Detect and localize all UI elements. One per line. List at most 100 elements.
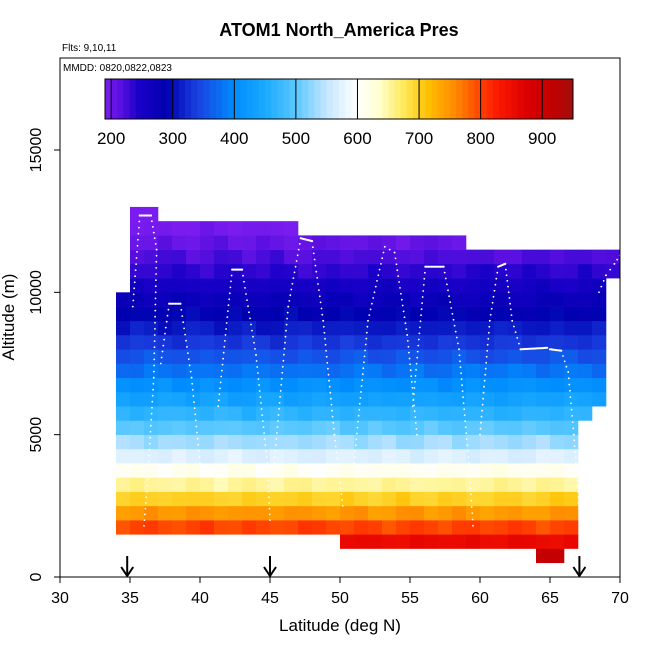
heatmap-cell bbox=[382, 263, 397, 279]
flight-track-point bbox=[141, 214, 145, 217]
heatmap-cell bbox=[270, 363, 285, 379]
flight-track-point bbox=[330, 397, 332, 400]
colorbar-swatch bbox=[394, 79, 401, 119]
heatmap-cell bbox=[214, 491, 229, 507]
flight-track-point bbox=[563, 360, 566, 363]
flight-track-point bbox=[265, 450, 267, 452]
heatmap-cell bbox=[242, 249, 257, 265]
flight-track-point bbox=[482, 397, 484, 400]
heatmap-cell bbox=[130, 406, 145, 421]
flight-track-point bbox=[397, 275, 400, 277]
heatmap-cell bbox=[256, 520, 271, 535]
flight-track-point bbox=[322, 319, 325, 322]
heatmap-cell bbox=[368, 363, 383, 379]
heatmap-cell bbox=[186, 505, 201, 521]
heatmap-cell bbox=[578, 349, 593, 364]
flight-track-point bbox=[193, 401, 195, 403]
flight-track-point bbox=[263, 438, 266, 440]
heatmap-cell bbox=[158, 249, 173, 265]
heatmap-cell bbox=[200, 491, 215, 507]
flight-track-point bbox=[575, 462, 577, 464]
flight-track-point bbox=[410, 381, 413, 383]
heatmap-cell bbox=[270, 349, 285, 364]
heatmap-cell bbox=[522, 278, 537, 293]
heatmap-cell bbox=[214, 377, 229, 393]
heatmap-cell bbox=[270, 463, 285, 478]
heatmap-cell bbox=[452, 249, 467, 265]
heatmap-cell bbox=[228, 434, 243, 450]
flight-track-point bbox=[413, 410, 416, 413]
heatmap-cell bbox=[256, 292, 271, 307]
heatmap-cell bbox=[382, 292, 397, 307]
flight-track-point bbox=[399, 287, 401, 289]
heatmap-cell bbox=[312, 263, 327, 279]
heatmap-cell bbox=[116, 363, 131, 379]
flight-track-point bbox=[248, 311, 250, 314]
flight-track-point bbox=[244, 287, 246, 289]
flight-track-point bbox=[329, 391, 332, 394]
heatmap-cell bbox=[200, 477, 215, 492]
heatmap-cell bbox=[438, 520, 453, 535]
heatmap-cell bbox=[452, 505, 467, 521]
heatmap-cell bbox=[242, 235, 257, 250]
flight-track-point bbox=[134, 275, 137, 278]
heatmap-cell bbox=[256, 434, 271, 450]
heatmap-cell bbox=[186, 434, 201, 450]
colorbar-tick-label: 200 bbox=[97, 129, 125, 148]
heatmap-cell bbox=[340, 505, 355, 521]
flight-track-point bbox=[574, 450, 576, 453]
heatmap-cell bbox=[480, 477, 495, 492]
flight-track-point bbox=[574, 456, 577, 459]
heatmap-cell bbox=[326, 520, 341, 535]
heatmap-cell bbox=[256, 335, 271, 350]
heatmap-cell bbox=[452, 420, 467, 435]
heatmap-cell bbox=[382, 448, 397, 464]
heatmap-cell bbox=[130, 434, 145, 450]
heatmap-cell bbox=[382, 235, 397, 250]
flight-track-point bbox=[277, 420, 279, 422]
heatmap-cell bbox=[396, 505, 411, 521]
flight-track-point bbox=[575, 473, 578, 476]
heatmap-cell bbox=[382, 391, 397, 407]
flight-track-point bbox=[609, 268, 612, 271]
heatmap-cell bbox=[522, 477, 537, 492]
flight-track-point bbox=[251, 329, 253, 332]
heatmap-cell bbox=[466, 363, 481, 379]
heatmap-cell bbox=[242, 349, 257, 364]
flight-track-point bbox=[417, 338, 420, 341]
flight-track-point bbox=[220, 375, 223, 378]
heatmap-cell bbox=[284, 235, 299, 250]
heatmap-cell bbox=[214, 349, 229, 364]
flight-track-point bbox=[258, 390, 261, 392]
heatmap-cell bbox=[508, 377, 523, 393]
heatmap-cell bbox=[494, 448, 509, 464]
heatmap-cell bbox=[214, 505, 229, 521]
heatmap-cell bbox=[256, 249, 271, 265]
flight-track-point bbox=[249, 317, 251, 320]
heatmap-cell bbox=[466, 448, 481, 464]
colorbar-swatch bbox=[234, 79, 241, 119]
heatmap-cell bbox=[466, 377, 481, 393]
flight-track-point bbox=[195, 425, 198, 428]
flight-track-point bbox=[461, 384, 463, 387]
heatmap-cell bbox=[550, 448, 565, 464]
heatmap-cell bbox=[242, 406, 257, 421]
flight-track-point bbox=[358, 408, 361, 411]
heatmap-cell bbox=[158, 406, 173, 421]
flight-track-point bbox=[294, 265, 297, 268]
heatmap-cell bbox=[522, 520, 537, 535]
flight-track-point bbox=[569, 396, 572, 398]
heatmap-cell bbox=[536, 534, 551, 549]
flight-track-point bbox=[402, 310, 405, 313]
heatmap-cell bbox=[438, 448, 453, 464]
heatmap-cell bbox=[298, 420, 313, 435]
heatmap-cell bbox=[536, 349, 551, 364]
heatmap-cell bbox=[298, 249, 313, 265]
flight-track-point bbox=[181, 315, 184, 317]
colorbar-swatch bbox=[295, 79, 303, 119]
heatmap-cell bbox=[494, 463, 509, 478]
heatmap-cell bbox=[536, 448, 551, 464]
heatmap-cell bbox=[340, 391, 355, 407]
flight-track-point bbox=[192, 395, 195, 397]
heatmap-cell bbox=[214, 477, 229, 492]
